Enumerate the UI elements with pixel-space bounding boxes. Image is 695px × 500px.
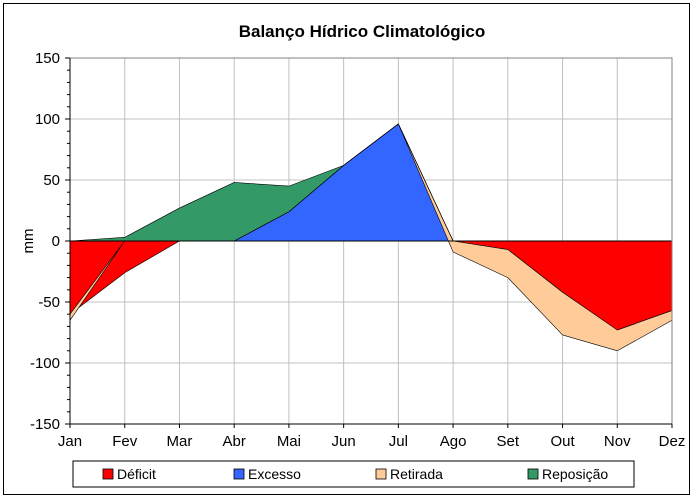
x-tick-label: Jul: [389, 433, 408, 450]
legend-swatch-excesso: [233, 468, 245, 480]
legend: Déficit Excesso Retirada Reposição: [72, 460, 635, 488]
x-tick-label: Mar: [167, 433, 193, 450]
legend-swatch-retirada: [375, 468, 387, 480]
x-tick-label: Nov: [604, 433, 631, 450]
x-tick-label: Set: [497, 433, 520, 450]
y-tick-label: -50: [38, 294, 60, 311]
y-tick-label: 50: [43, 172, 60, 189]
y-tick-label: -100: [30, 355, 60, 372]
x-tick-label: Out: [550, 433, 575, 450]
legend-label-retirada: Retirada: [390, 466, 443, 482]
y-tick-label: 100: [35, 111, 60, 128]
y-tick-label: -150: [30, 416, 60, 433]
x-tick-label: Jan: [58, 433, 82, 450]
legend-swatch-reposicao: [527, 468, 539, 480]
legend-label-excesso: Excesso: [248, 466, 301, 482]
y-tick-label: 0: [52, 233, 60, 250]
legend-label-reposicao: Reposição: [542, 466, 608, 482]
legend-swatch-deficit: [102, 468, 114, 480]
x-tick-label: Dez: [659, 433, 686, 450]
x-tick-label: Ago: [440, 433, 467, 450]
y-axis-label: mm: [20, 229, 37, 254]
x-tick-label: Mai: [277, 433, 301, 450]
x-tick-label: Jun: [332, 433, 356, 450]
x-tick-label: Fev: [112, 433, 138, 450]
legend-label-deficit: Déficit: [117, 466, 156, 482]
x-tick-label: Abr: [223, 433, 246, 450]
chart-title: Balanço Hídrico Climatológico: [239, 22, 486, 41]
y-tick-label: 150: [35, 50, 60, 67]
legend-box: [72, 460, 635, 488]
